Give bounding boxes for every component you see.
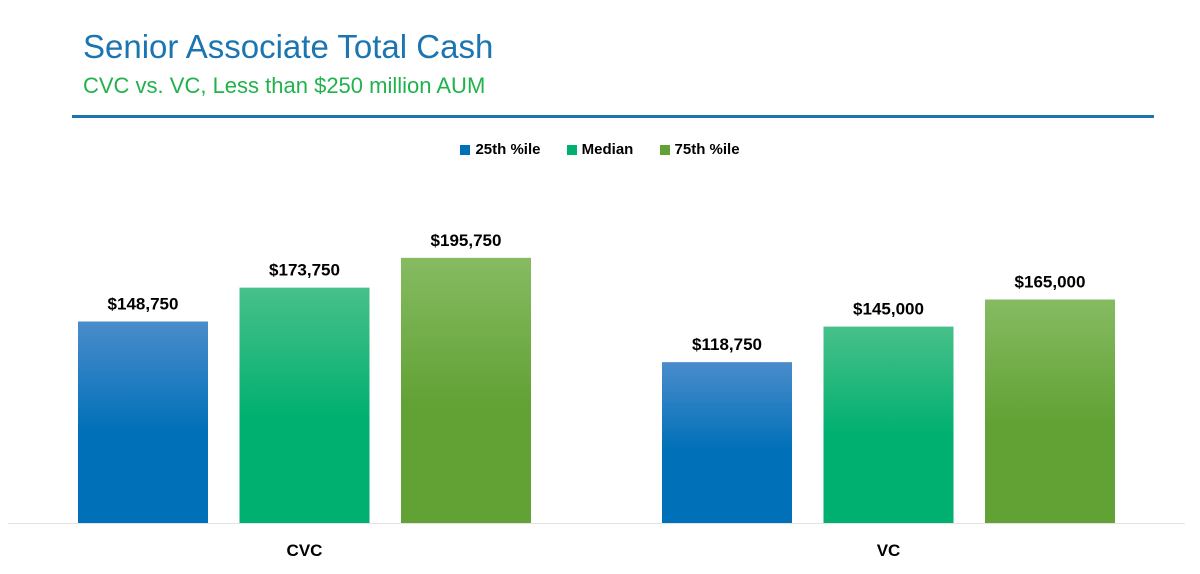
legend-item-75th: 75th %ile [659,141,740,158]
data-label: $173,750 [269,261,340,280]
chart-subtitle: CVC vs. VC, Less than $250 million AUM [83,73,486,98]
category-label: VC [877,541,901,560]
bar-cvc-2 [401,257,531,523]
bar-vc-2 [985,299,1115,523]
legend: 25th %ile Median 75th %ile [0,141,1200,159]
legend-swatch [566,144,577,155]
data-label: $148,750 [108,295,179,314]
legend-label: 75th %ile [674,141,740,158]
bar-vc-1 [823,326,954,523]
data-label: $118,750 [692,335,762,354]
data-label: $165,000 [1015,272,1086,291]
category-label: CVC [287,541,323,560]
data-label: $195,750 [431,231,502,250]
legend-label: Median [581,141,634,158]
chart-title: Senior Associate Total Cash [83,28,494,65]
legend-label: 25th %ile [475,141,541,158]
bar-cvc-0 [78,321,208,523]
legend-item-median: Median [566,141,634,158]
bar-vc-0 [662,362,792,523]
data-label: $145,000 [853,300,924,319]
legend-item-25th: 25th %ile [460,141,540,158]
legend-swatch [659,144,670,155]
legend-swatch [460,144,471,155]
title-divider [72,115,1154,118]
bar-cvc-1 [239,287,370,523]
